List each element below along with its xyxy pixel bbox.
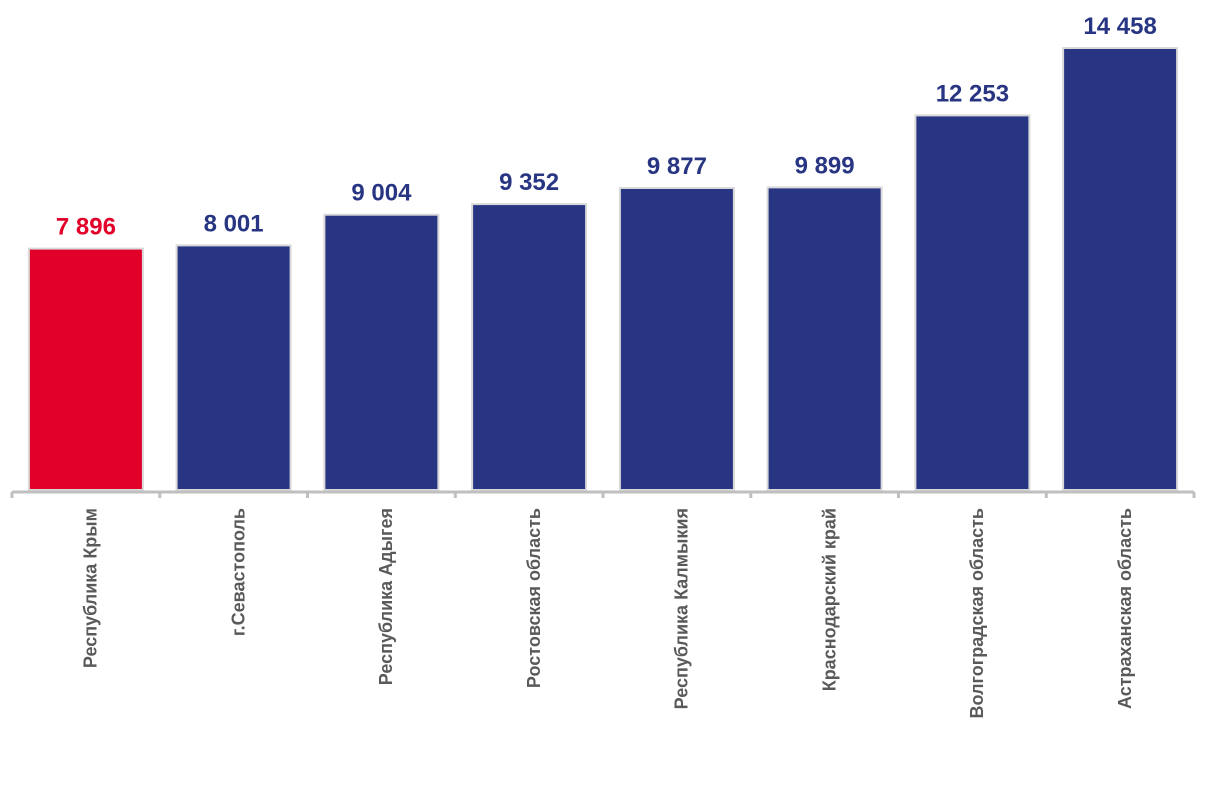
bar-3 bbox=[471, 203, 588, 491]
category-label-0: Республика Крым bbox=[81, 508, 101, 668]
category-label-5: Краснодарский край bbox=[819, 508, 839, 691]
bar-6 bbox=[914, 114, 1031, 492]
bar-2 bbox=[323, 213, 440, 491]
value-label-3: 9 352 bbox=[499, 169, 559, 196]
category-label-6: Волгоградская область bbox=[967, 508, 987, 718]
x-axis bbox=[10, 490, 1196, 498]
value-label-0: 7 896 bbox=[56, 214, 116, 241]
bar-4 bbox=[618, 187, 735, 491]
value-label-7: 14 458 bbox=[1083, 13, 1156, 40]
bar-0 bbox=[27, 247, 144, 491]
value-label-1: 8 001 bbox=[204, 210, 264, 237]
category-label-4: Республика Калмыкия bbox=[672, 508, 692, 709]
bar-1 bbox=[175, 244, 292, 491]
category-label-7: Астраханская область bbox=[1115, 508, 1135, 709]
category-label-3: Ростовская область bbox=[524, 508, 544, 688]
bar-5 bbox=[766, 186, 883, 491]
bar-7 bbox=[1062, 47, 1179, 491]
bars-group bbox=[27, 47, 1179, 492]
value-labels-group: 7 896 8 001 9 004 9 352 9 877 9 899 12 253 14 4… bbox=[56, 13, 1157, 241]
category-label-1: г.Севастополь bbox=[228, 508, 248, 636]
category-label-2: Республика Адыгея bbox=[376, 508, 396, 685]
category-labels-group: Республика Крым г.Севастополь Республика А… bbox=[81, 508, 1135, 718]
value-label-4: 9 877 bbox=[647, 153, 707, 180]
value-label-2: 9 004 bbox=[351, 180, 412, 207]
value-label-6: 12 253 bbox=[936, 80, 1009, 107]
value-label-5: 9 899 bbox=[795, 152, 855, 179]
